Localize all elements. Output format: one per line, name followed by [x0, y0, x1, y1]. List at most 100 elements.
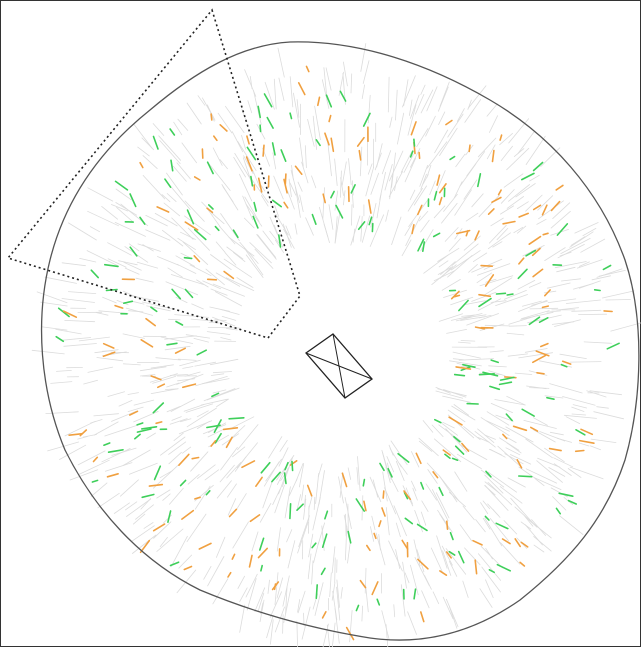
streak: [184, 215, 211, 236]
streak: [537, 457, 561, 468]
streak: [560, 237, 591, 255]
green-segment: [271, 142, 276, 156]
streak: [207, 209, 221, 228]
streak: [442, 550, 452, 576]
green-segment: [457, 550, 465, 564]
streak: [77, 436, 88, 440]
streak: [321, 525, 325, 551]
streak: [503, 173, 524, 188]
streak: [232, 446, 246, 458]
orange-segment: [417, 558, 429, 570]
streak: [143, 522, 154, 529]
streak: [466, 151, 486, 177]
green-segment: [259, 124, 262, 133]
center-diagonal: [332, 333, 346, 399]
streak: [286, 529, 293, 543]
orange-segment: [297, 82, 306, 96]
streak: [424, 575, 432, 590]
streak: [209, 306, 230, 312]
streak: [420, 511, 427, 526]
streak: [431, 489, 449, 522]
orange-segment: [516, 458, 523, 469]
streak: [418, 440, 433, 452]
orange-segment: [328, 114, 332, 123]
streak: [360, 43, 367, 72]
streak: [299, 137, 304, 167]
streak: [282, 614, 284, 634]
streak: [451, 243, 479, 266]
green-segment: [260, 564, 264, 572]
orange-segment: [193, 255, 201, 263]
streak: [59, 444, 87, 460]
streak: [168, 451, 182, 465]
orange-segment: [219, 124, 228, 132]
orange-segment: [455, 366, 472, 370]
streak: [351, 193, 354, 208]
streak: [348, 158, 352, 186]
streak: [169, 487, 184, 505]
streak: [433, 205, 446, 219]
streak: [381, 610, 390, 641]
streak: [559, 251, 572, 257]
streak: [578, 442, 590, 447]
streak: [439, 127, 458, 157]
streak: [421, 500, 429, 512]
green-segment: [538, 316, 549, 324]
streak: [334, 210, 341, 244]
streak: [141, 137, 155, 151]
streak: [569, 466, 604, 480]
streak: [40, 301, 68, 307]
streak: [177, 237, 196, 251]
streak: [83, 379, 98, 385]
streak: [549, 383, 583, 394]
orange-segment: [246, 135, 250, 145]
streak: [484, 324, 510, 327]
streak: [517, 131, 535, 155]
green-segment: [484, 515, 490, 521]
streak: [438, 313, 464, 322]
streak: [570, 236, 586, 246]
streak: [437, 86, 449, 112]
streak: [506, 332, 525, 336]
orange-segment: [194, 496, 201, 500]
streak: [446, 328, 468, 334]
green-segment: [253, 201, 258, 212]
streak: [357, 456, 361, 492]
streak: [246, 578, 257, 611]
orange-segment: [528, 235, 542, 245]
streak: [445, 428, 468, 453]
streak: [256, 234, 277, 260]
orange-segment: [222, 426, 239, 431]
orange-segment: [324, 132, 330, 146]
streak: [197, 95, 206, 106]
streak: [464, 547, 481, 566]
streak: [435, 492, 450, 519]
streak: [62, 337, 92, 341]
green-segment: [602, 264, 612, 271]
streak: [533, 544, 545, 553]
streak: [571, 309, 602, 312]
streak: [477, 298, 502, 311]
streak: [139, 374, 156, 377]
orange-segment: [316, 96, 321, 107]
green-segment: [250, 175, 254, 187]
orange-segment: [206, 207, 214, 214]
sector-outline: [6, 8, 301, 339]
streak: [204, 469, 220, 481]
green-segment: [183, 256, 193, 260]
streak: [602, 290, 635, 299]
streak: [450, 313, 483, 321]
streak: [142, 174, 166, 200]
streak: [171, 416, 182, 421]
orange-segment: [529, 426, 539, 432]
streak: [107, 242, 132, 256]
streak: [562, 396, 596, 406]
streak: [170, 535, 188, 568]
streak: [405, 487, 413, 505]
orange-segment: [519, 561, 526, 567]
green-segment: [462, 363, 476, 369]
streak: [477, 137, 497, 158]
streak: [549, 431, 564, 436]
orange-segment: [603, 310, 613, 313]
orange-segment: [210, 113, 213, 121]
